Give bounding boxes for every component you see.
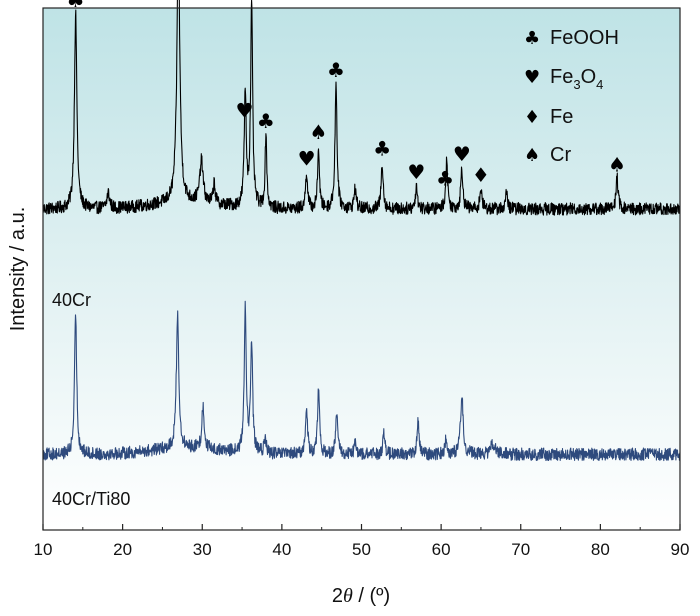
legend: ♣ FeOOH ♥ Fe3O4 ♦ Fe ♠ Cr (524, 27, 619, 166)
sample-label-40cr-ti80: 40Cr/Ti80 (52, 489, 130, 509)
peak-marker-feooh-7: ♣ (327, 58, 345, 82)
peak-marker-fe3o4-11: ♥ (453, 142, 471, 166)
legend-label-feooh: FeOOH (550, 27, 619, 49)
peak-marker-feooh-4: ♣ (257, 109, 275, 133)
peak-marker-fe3o4-5: ♥ (298, 147, 316, 171)
legend-marker-cr: ♠ (524, 145, 540, 166)
x-axis-title: 2θ / (º) (332, 585, 390, 607)
x-tick-label-40: 40 (272, 540, 291, 559)
legend-marker-fe3o4: ♥ (524, 67, 540, 88)
x-tick-label-20: 20 (113, 540, 132, 559)
x-axis-ticks: 10 20 30 40 50 60 70 80 90 (34, 524, 690, 559)
x-tick-label-30: 30 (193, 540, 212, 559)
x-tick-label-60: 60 (432, 540, 451, 559)
peak-marker-fe3o4-3: ♥ (236, 98, 254, 122)
peak-marker-feooh-10: ♣ (436, 167, 454, 191)
y-axis-title: Intensity / a.u. (7, 207, 29, 332)
series-layer (42, 0, 681, 462)
legend-marker-feooh: ♣ (524, 28, 540, 49)
legend-label-fe: Fe (550, 106, 573, 128)
x-tick-label-50: 50 (352, 540, 371, 559)
x-tick-label-70: 70 (511, 540, 530, 559)
x-tick-label-90: 90 (671, 540, 690, 559)
peak-marker-fe3o4-9: ♥ (407, 160, 425, 184)
series-line-40cr (42, 0, 681, 216)
peak-marker-feooh-8: ♣ (373, 137, 391, 161)
peak-annotations: ♣♣♣♥♣♥♠♣♣♥♣♥♦♠ (67, 0, 626, 191)
legend-label-fe3o4: Fe3O4 (550, 66, 603, 92)
peak-marker-cr-6: ♠ (310, 120, 328, 144)
x-tick-label-80: 80 (591, 540, 610, 559)
sample-label-40cr: 40Cr (52, 290, 91, 310)
series-line-40cr-ti80 (42, 300, 681, 462)
x-tick-label-10: 10 (34, 540, 53, 559)
peak-marker-cr-13: ♠ (608, 153, 626, 177)
legend-marker-fe: ♦ (524, 107, 540, 128)
peak-marker-feooh-0: ♣ (67, 0, 85, 12)
peak-marker-fe-12: ♦ (472, 163, 490, 187)
legend-label-cr: Cr (550, 144, 571, 166)
plot-background (43, 8, 680, 530)
